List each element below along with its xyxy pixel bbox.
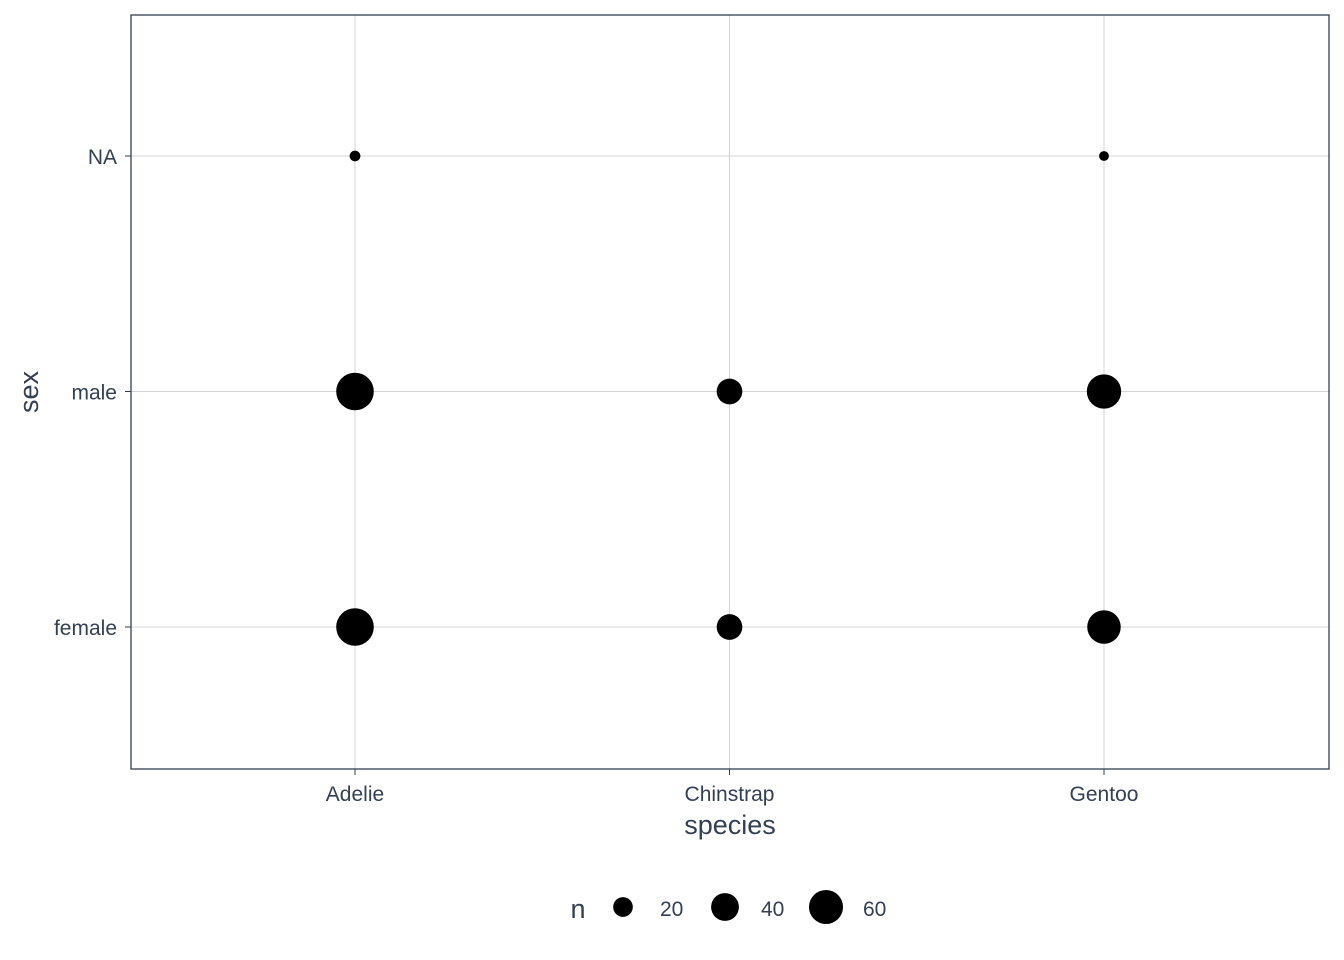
x-tick-label: Adelie [326, 783, 384, 806]
y-tick-label: male [71, 382, 117, 405]
data-points [336, 150, 1122, 646]
y-tick-label: NA [88, 146, 117, 169]
x-tick-label: Chinstrap [685, 783, 775, 806]
data-point [716, 378, 743, 405]
legend-label: 60 [863, 898, 886, 921]
y-axis-title: sex [14, 370, 44, 413]
x-axis-title: species [684, 810, 776, 840]
data-point [716, 614, 743, 640]
data-point [336, 372, 374, 411]
data-point [1086, 374, 1122, 409]
data-point [1099, 151, 1109, 161]
y-tick-label: female [54, 617, 117, 640]
y-axis-ticks: female male NA [54, 146, 131, 640]
legend-key [613, 897, 633, 917]
x-tick-label: Gentoo [1070, 783, 1139, 806]
legend-label: 20 [660, 898, 683, 921]
legend-key [808, 889, 844, 925]
legend-key [711, 893, 739, 921]
x-axis-ticks: Adelie Chinstrap Gentoo [326, 769, 1139, 806]
data-point [336, 608, 374, 646]
data-point [349, 150, 361, 162]
legend-title: n [570, 894, 585, 924]
data-point [1087, 610, 1121, 644]
size-legend: n 20 40 60 [570, 889, 886, 925]
legend-label: 40 [761, 898, 784, 921]
